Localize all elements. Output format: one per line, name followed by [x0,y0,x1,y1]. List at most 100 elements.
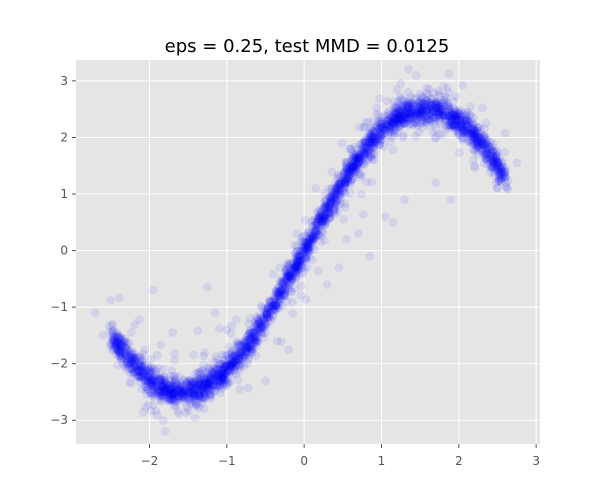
scatter-point [350,158,360,167]
scatter-point [345,188,355,198]
scatter-point [310,221,319,230]
scatter-point [493,164,503,174]
scatter-point [147,381,157,390]
scatter-point [273,287,283,297]
scatter-point [232,339,242,348]
scatter-point [302,244,312,254]
scatter-point [314,206,323,215]
scatter-point [450,110,460,119]
scatter-point [415,101,425,110]
scatter-point [512,158,522,168]
scatter-point [194,384,204,394]
scatter-point [393,114,403,124]
scatter-point [358,143,367,152]
scatter-point [338,185,348,195]
scatter-point [397,108,407,117]
scatter-point [134,372,144,381]
scatter-point [205,378,214,388]
scatter-point [200,376,210,386]
scatter-point [469,129,479,138]
scatter-point [438,130,448,139]
scatter-point [441,110,451,120]
scatter-point [296,281,306,291]
scatter-point [162,386,172,395]
scatter-point [260,319,270,329]
scatter-point [122,345,131,354]
scatter-point [310,235,320,244]
scatter-point [394,121,404,131]
scatter-point [477,103,487,112]
scatter-point [410,101,420,111]
scatter-point [292,267,301,277]
scatter-point [337,139,347,148]
scatter-point [435,110,444,120]
scatter-point [169,356,179,365]
scatter-point [111,332,120,342]
scatter-point [242,359,252,368]
scatter-point [352,153,362,163]
scatter-point [151,382,161,392]
scatter-point [351,150,361,159]
scatter-point [168,328,177,337]
scatter-point [369,132,378,142]
scatter-point [188,381,198,390]
scatter-point [450,107,460,116]
scatter-point [456,121,466,130]
scatter-point [91,308,100,318]
scatter-point [122,359,131,368]
scatter-point [190,390,200,400]
scatter-point [282,275,291,284]
scatter-point [300,216,310,225]
scatter-point [391,124,401,133]
scatter-point [114,339,124,348]
scatter-point [431,98,441,108]
scatter-point [126,356,136,366]
scatter-point [419,112,429,121]
scatter-point [351,164,360,173]
scatter-point [440,116,450,125]
scatter-point [281,284,291,294]
scatter-point [383,122,393,131]
scatter-point [491,154,500,163]
scatter-point [413,108,422,117]
scatter-point [98,331,108,340]
scatter-point [310,227,320,237]
scatter-point [452,116,461,126]
scatter-point [134,352,143,362]
scatter-point [480,132,490,141]
scatter-point [296,290,306,300]
scatter-point [474,149,483,159]
scatter-point [252,338,261,347]
scatter-point [228,370,238,379]
scatter-point [158,383,167,392]
scatter-point [454,130,464,140]
scatter-point [147,391,156,401]
scatter-point [223,377,233,387]
scatter-point [496,165,505,175]
scatter-point [459,122,469,132]
scatter-point [275,293,284,302]
scatter-point [489,139,499,149]
scatter-point [489,147,498,157]
scatter-point [146,367,156,376]
scatter-point [361,145,371,154]
scatter-point [109,338,118,347]
scatter-point [492,146,502,156]
scatter-point [284,271,294,281]
scatter-point [205,386,214,395]
scatter-point [204,382,213,391]
scatter-point [364,137,374,147]
scatter-point [197,382,207,392]
scatter-point [322,207,332,216]
scatter-point [254,314,263,323]
scatter-point [297,269,307,279]
scatter-point [446,195,456,204]
scatter-point [372,131,382,141]
scatter-point [320,209,330,219]
scatter-point [167,391,176,401]
scatter-point [108,327,117,337]
scatter-point [479,131,489,140]
scatter-point [261,376,270,385]
scatter-point [381,212,390,221]
scatter-point [309,233,319,242]
